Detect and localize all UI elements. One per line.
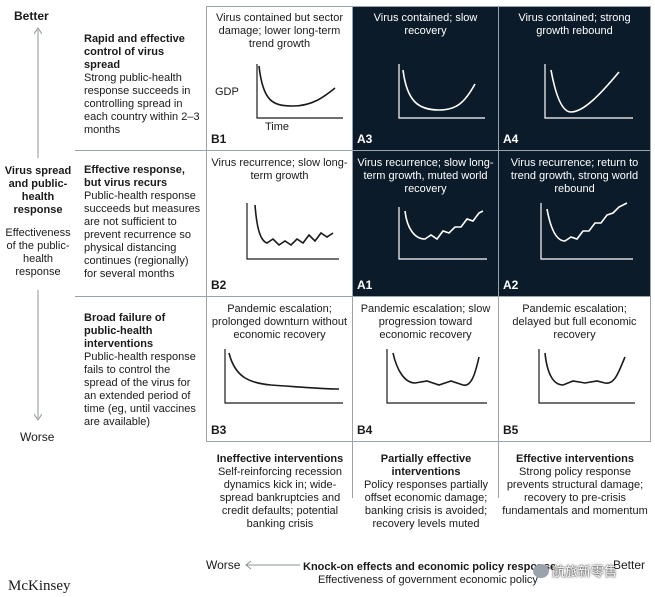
row-label-1: Rapid and effective control of virus spr… xyxy=(84,33,202,137)
x-axis-better: Better xyxy=(613,558,646,572)
column-text: Policy responses partially offset econom… xyxy=(363,479,489,530)
scenario-id: A4 xyxy=(503,132,519,146)
x-axis-arrow-left xyxy=(245,560,300,570)
x-axis-worse: Worse xyxy=(206,558,241,572)
gdp-curve-b2 xyxy=(246,203,339,260)
scenario-id: A2 xyxy=(503,278,519,292)
scenario-id: A3 xyxy=(357,132,373,146)
grid-line xyxy=(206,441,650,442)
scenario-cell-a3: Virus contained; slow recovery A3 xyxy=(353,6,498,150)
grid-line xyxy=(206,6,650,7)
grid-line xyxy=(206,6,207,442)
wechat-icon xyxy=(533,563,549,578)
grid-line xyxy=(498,6,499,498)
scenario-caption: Pandemic escalation; prolonged downturn … xyxy=(211,303,348,341)
column-title: Partially effective interventions xyxy=(380,453,472,478)
scenario-id: B5 xyxy=(503,423,519,437)
row-text: Public-health response succeeds but meas… xyxy=(84,190,201,280)
column-title: Effective interventions xyxy=(516,453,634,465)
y-axis-arrow-up xyxy=(34,27,42,158)
row-label-3: Broad failure of public-health intervent… xyxy=(84,312,202,429)
scenario-cell-b3: Pandemic escalation; prolonged downturn … xyxy=(207,297,352,441)
scenario-id: A1 xyxy=(357,278,373,292)
row-title: Rapid and effective control of virus spr… xyxy=(84,33,185,71)
scenario-id: B1 xyxy=(211,132,227,146)
y-axis-better: Better xyxy=(14,9,49,23)
y-axis-subtitle: Effectiveness of the public-health respo… xyxy=(5,227,71,278)
row-text: Strong public-health response succeeds i… xyxy=(84,72,200,136)
scenario-caption: Virus recurrence; return to trend growth… xyxy=(510,157,639,195)
scenario-caption: Virus contained but sector damage; lower… xyxy=(216,12,343,50)
grid-line xyxy=(650,6,651,442)
y-axis-arrow-down xyxy=(34,290,42,421)
scenario-caption: Virus recurrence; slow long-term growth,… xyxy=(357,157,494,195)
row-label-2: Effective response, but virus recurs Pub… xyxy=(84,164,202,281)
gdp-curve-a3 xyxy=(398,64,485,119)
row-title: Broad failure of public-health intervent… xyxy=(84,312,166,350)
mckinsey-logo: McKinsey xyxy=(8,578,71,594)
scenario-caption: Virus contained; slow recovery xyxy=(373,12,478,37)
gdp-curve-b3 xyxy=(224,349,343,404)
scenario-cell-b1: Virus contained but sector damage; lower… xyxy=(207,6,352,150)
gdp-curve-a2 xyxy=(540,202,633,260)
watermark-text: 航旅新零售 xyxy=(552,564,618,579)
gdp-curve-b4 xyxy=(386,349,487,404)
gdp-curve-a1 xyxy=(398,207,487,260)
gdp-curve-b1 xyxy=(256,64,343,119)
scenario-cell-b2: Virus recurrence; slow long-term growth … xyxy=(207,151,352,296)
column-label-1: Ineffective interventions Self-reinforci… xyxy=(210,453,350,531)
y-axis-title: Virus spread and public-health response xyxy=(4,165,72,216)
scenario-cell-b5: Pandemic escalation; delayed but full ec… xyxy=(499,297,650,441)
x-axis-subtitle: Effectiveness of government economic pol… xyxy=(318,574,538,586)
scenario-id: B2 xyxy=(211,278,227,292)
column-label-2: Partially effective interventions Policy… xyxy=(356,453,496,531)
y-axis-worse: Worse xyxy=(20,430,55,444)
time-axis-label: Time xyxy=(265,121,290,133)
row-title: Effective response, but virus recurs xyxy=(84,164,185,189)
scenario-caption: Pandemic escalation; delayed but full ec… xyxy=(512,303,637,341)
grid-line xyxy=(352,6,353,498)
scenario-cell-a1: Virus recurrence; slow long-term growth,… xyxy=(353,151,498,296)
gdp-curve-a4 xyxy=(544,64,633,119)
scenario-cell-a2: Virus recurrence; return to trend growth… xyxy=(499,151,650,296)
watermark: 航旅新零售 xyxy=(533,561,617,580)
column-text: Strong policy response prevents structur… xyxy=(502,466,648,517)
scenario-caption: Pandemic escalation; slow progression to… xyxy=(360,303,491,341)
column-text: Self-reinforcing recession dynamics kick… xyxy=(217,466,343,530)
column-title: Ineffective interventions xyxy=(216,453,344,465)
scenario-id: B3 xyxy=(211,423,227,437)
scenario-id: B4 xyxy=(357,423,373,437)
x-axis-title: Knock-on effects and economic policy res… xyxy=(303,561,557,573)
scenario-cell-a4: Virus contained; strong growth rebound A… xyxy=(499,6,650,150)
grid-line xyxy=(75,150,650,151)
scenario-caption: Virus contained; strong growth rebound xyxy=(518,12,631,37)
gdp-axis-label: GDP xyxy=(215,86,239,98)
scenario-caption: Virus recurrence; slow long-term growth xyxy=(211,157,348,182)
row-text: Public-health response fails to control … xyxy=(84,351,196,428)
grid-line xyxy=(75,296,650,297)
column-label-3: Effective interventions Strong policy re… xyxy=(502,453,648,518)
gdp-curve-b5 xyxy=(538,349,635,404)
scenario-cell-b4: Pandemic escalation; slow progression to… xyxy=(353,297,498,441)
